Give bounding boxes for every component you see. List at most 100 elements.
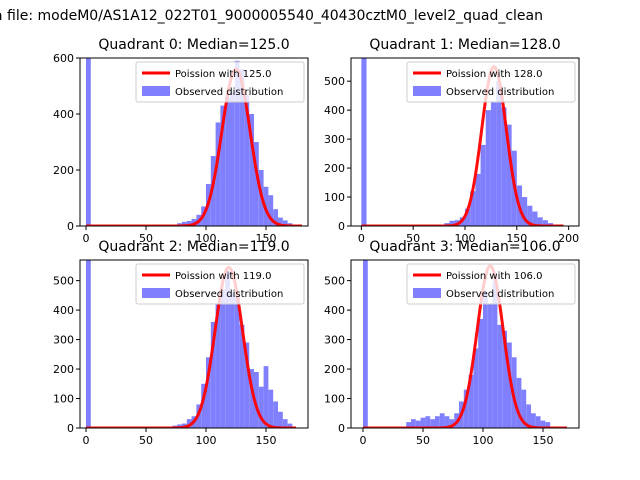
histogram-bar bbox=[282, 419, 288, 428]
histogram-bar bbox=[225, 271, 230, 428]
histogram-bar bbox=[244, 342, 250, 428]
legend: Poission with 106.0 Observed distribution bbox=[406, 263, 576, 305]
x-tick-label: 150 bbox=[256, 232, 277, 245]
x-tick-label: 100 bbox=[196, 232, 217, 245]
legend-box bbox=[135, 61, 305, 103]
histogram-bar bbox=[465, 208, 471, 226]
x-tick-label: 0 bbox=[360, 434, 367, 447]
histogram-bar bbox=[492, 280, 498, 428]
y-tick-label: 400 bbox=[53, 108, 74, 121]
histogram-bar bbox=[186, 419, 192, 428]
histogram-bar bbox=[86, 260, 91, 428]
histogram-bar bbox=[475, 173, 481, 226]
legend-box bbox=[135, 263, 305, 305]
legend-line-label: Poission with 128.0 bbox=[446, 69, 542, 80]
histogram-bar bbox=[239, 324, 245, 428]
y-tick-label: 300 bbox=[324, 133, 345, 146]
histogram-bar bbox=[263, 366, 269, 428]
histogram-bar bbox=[254, 372, 259, 428]
y-tick-label: 500 bbox=[324, 275, 345, 288]
histogram-bar bbox=[490, 101, 497, 226]
histogram-bar bbox=[487, 304, 493, 428]
y-tick-label: 200 bbox=[324, 363, 345, 376]
y-tick-label: 0 bbox=[338, 422, 345, 435]
legend: Poission with 125.0 Observed distribution bbox=[135, 61, 305, 103]
histogram-bar bbox=[258, 386, 264, 428]
poisson-curve bbox=[363, 264, 567, 428]
legend: Poission with 128.0 Observed distribution bbox=[406, 61, 576, 103]
histogram-bar bbox=[239, 69, 245, 226]
axes-frame bbox=[350, 259, 580, 429]
quadrant-1-title: Quadrant 1: Median=128.0 bbox=[369, 37, 560, 53]
histogram-bar bbox=[215, 122, 221, 226]
poisson-curve bbox=[361, 64, 564, 226]
histogram-bar bbox=[287, 423, 293, 428]
histogram-bar bbox=[501, 107, 507, 226]
histogram-bar bbox=[540, 420, 546, 428]
histogram-bar bbox=[502, 330, 507, 428]
x-tick-label: 100 bbox=[455, 232, 476, 245]
histogram-bar bbox=[249, 369, 254, 428]
histogram-bar bbox=[201, 383, 206, 428]
quadrant-0-panel: Quadrant 0: Median=125.0 0 50 100 150 0 200 400… bbox=[53, 37, 309, 245]
histogram-bar bbox=[473, 348, 479, 428]
histogram-bar bbox=[537, 217, 543, 226]
histogram-bar bbox=[425, 416, 431, 428]
histogram-bar bbox=[220, 105, 226, 226]
x-tick-label: 50 bbox=[139, 232, 153, 245]
histogram-bar bbox=[507, 342, 512, 428]
quadrant-2-panel: Quadrant 2: Median=119.0 0 50 100 150 0 100 200… bbox=[53, 239, 309, 447]
x-tick-label: 0 bbox=[358, 232, 365, 245]
legend-line-label: Poission with 119.0 bbox=[175, 271, 271, 282]
histogram-bar bbox=[435, 416, 440, 428]
histogram-bar bbox=[480, 144, 486, 226]
histogram-bar bbox=[361, 58, 367, 226]
histogram-bar bbox=[254, 142, 259, 226]
histogram-bar bbox=[273, 401, 278, 428]
histogram-bar bbox=[485, 110, 491, 226]
legend-patch-swatch bbox=[413, 288, 441, 298]
histogram-bar bbox=[532, 211, 538, 226]
histogram-bar bbox=[268, 389, 274, 428]
legend-box bbox=[406, 263, 576, 305]
histogram-bar bbox=[278, 217, 283, 226]
axes-frame bbox=[79, 259, 309, 429]
histogram-bar bbox=[86, 58, 91, 226]
x-tick-label: 50 bbox=[416, 434, 430, 447]
histogram-bar bbox=[220, 289, 226, 428]
quadrant-2-title: Quadrant 2: Median=119.0 bbox=[98, 239, 289, 255]
y-tick-label: 0 bbox=[67, 220, 74, 233]
histogram-bar bbox=[282, 220, 288, 226]
y-tick-label: 0 bbox=[338, 220, 345, 233]
histogram-bar bbox=[210, 321, 216, 428]
legend-patch-label: Observed distribution bbox=[446, 87, 554, 98]
histogram-bar bbox=[526, 404, 531, 428]
histogram-bar bbox=[449, 419, 455, 428]
histogram-bar bbox=[215, 304, 221, 428]
y-tick-label: 100 bbox=[324, 393, 345, 406]
y-tick-label: 200 bbox=[324, 162, 345, 175]
x-tick-label: 0 bbox=[83, 434, 90, 447]
x-tick-label: 100 bbox=[196, 434, 217, 447]
histogram-bar bbox=[406, 422, 411, 428]
poisson-curve bbox=[86, 67, 302, 226]
histogram-bar bbox=[497, 324, 503, 428]
x-tick-label: 150 bbox=[506, 232, 527, 245]
histogram-bar bbox=[415, 420, 421, 428]
histogram-bar bbox=[430, 419, 435, 428]
y-tick-label: 300 bbox=[53, 334, 74, 347]
y-tick-label: 100 bbox=[324, 191, 345, 204]
histogram-bar bbox=[545, 422, 551, 428]
y-tick-label: 400 bbox=[324, 304, 345, 317]
y-tick-label: 500 bbox=[53, 275, 74, 288]
histogram-bar bbox=[244, 94, 250, 226]
legend-patch-label: Observed distribution bbox=[446, 289, 554, 300]
x-tick-label: 50 bbox=[406, 232, 420, 245]
histogram-bar bbox=[444, 416, 450, 428]
y-tick-label: 100 bbox=[53, 393, 74, 406]
histogram-bar bbox=[249, 114, 254, 226]
legend-line-label: Poission with 106.0 bbox=[446, 271, 542, 282]
legend-patch-label: Observed distribution bbox=[175, 289, 283, 300]
histogram-bar bbox=[542, 220, 548, 226]
x-tick-label: 0 bbox=[83, 232, 90, 245]
